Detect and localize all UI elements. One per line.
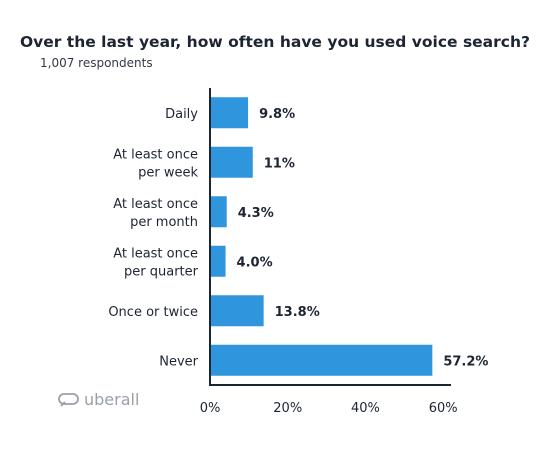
category-label-1: At least once per week bbox=[113, 147, 198, 180]
category-label-line: Daily bbox=[165, 107, 198, 122]
category-label-line: At least once bbox=[113, 197, 198, 212]
bar-2 bbox=[210, 196, 227, 228]
bar-1 bbox=[210, 146, 253, 178]
category-label-4: Once or twice bbox=[108, 305, 198, 320]
category-label-line: per month bbox=[130, 215, 198, 230]
value-label-1: 11% bbox=[264, 156, 295, 171]
uberall-logo-text: uberall bbox=[84, 390, 140, 409]
value-label-5: 57.2% bbox=[443, 354, 488, 369]
x-tick-label-1: 20% bbox=[273, 401, 302, 416]
category-label-line: At least once bbox=[113, 246, 198, 261]
category-label-5: Never bbox=[159, 354, 198, 369]
category-label-2: At least once per month bbox=[113, 197, 198, 230]
chart-subtitle: 1,007 respondents bbox=[40, 56, 153, 70]
bar-4 bbox=[210, 295, 264, 327]
category-label-line: Never bbox=[159, 354, 198, 369]
uberall-logo-icon bbox=[58, 392, 79, 407]
chart-title: Over the last year, how often have you u… bbox=[19, 33, 531, 51]
x-tick-label-3: 60% bbox=[429, 401, 458, 416]
category-label-0: Daily bbox=[165, 107, 198, 122]
x-tick-label-0: 0% bbox=[200, 401, 221, 416]
value-label-0: 9.8% bbox=[259, 107, 295, 122]
value-label-3: 4.0% bbox=[237, 255, 273, 270]
x-tick-label-2: 40% bbox=[351, 401, 380, 416]
bar-3 bbox=[210, 245, 226, 277]
value-label-2: 4.3% bbox=[238, 206, 274, 221]
category-label-line: Once or twice bbox=[108, 305, 198, 320]
category-label-3: At least once per quarter bbox=[113, 246, 198, 279]
bar-0 bbox=[210, 97, 249, 129]
category-label-line: per week bbox=[138, 165, 198, 180]
category-label-line: per quarter bbox=[124, 264, 199, 279]
category-label-line: At least once bbox=[113, 147, 198, 162]
value-label-4: 13.8% bbox=[275, 305, 320, 320]
bar-5 bbox=[210, 344, 433, 376]
uberall-logo: uberall bbox=[58, 390, 139, 409]
